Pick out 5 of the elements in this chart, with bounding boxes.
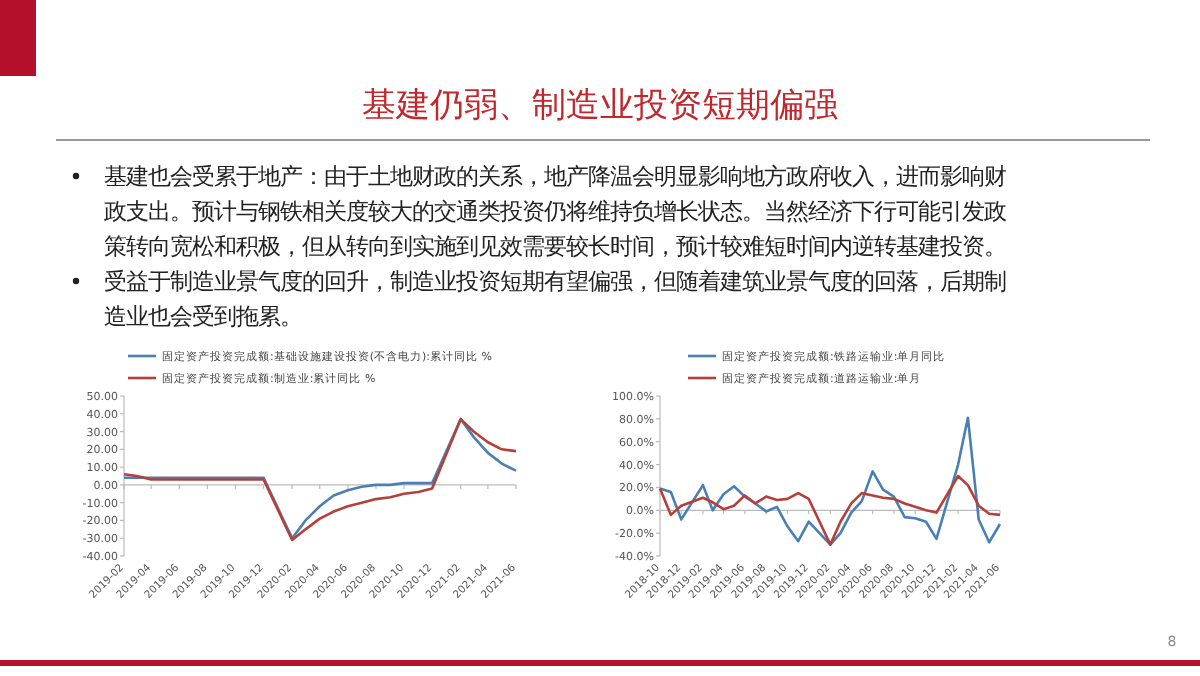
line-series: [658, 416, 1002, 546]
text: 基建仍弱、制造业投资短期偏强: [362, 86, 838, 126]
text: 受益于制造业景气度的回升，制造业投资短期有望偏强，但随着建筑业景气度的回落，后期制造业也会受到拖累。: [104, 267, 1006, 330]
text: 基建也会受累于地产：由于土地财政的关系，地产降温会明显影响地方政府收入，进而影响财政支出。预计与钢铁相关度较大的交通类投资仍将维持负增长状态。当然经济下行可能引发政策转向宽松和积极，但从转向到实施到见效需要较长时间，预计较难短时间内逆转基建投资。: [104, 162, 1006, 260]
line-series: [658, 474, 1002, 546]
